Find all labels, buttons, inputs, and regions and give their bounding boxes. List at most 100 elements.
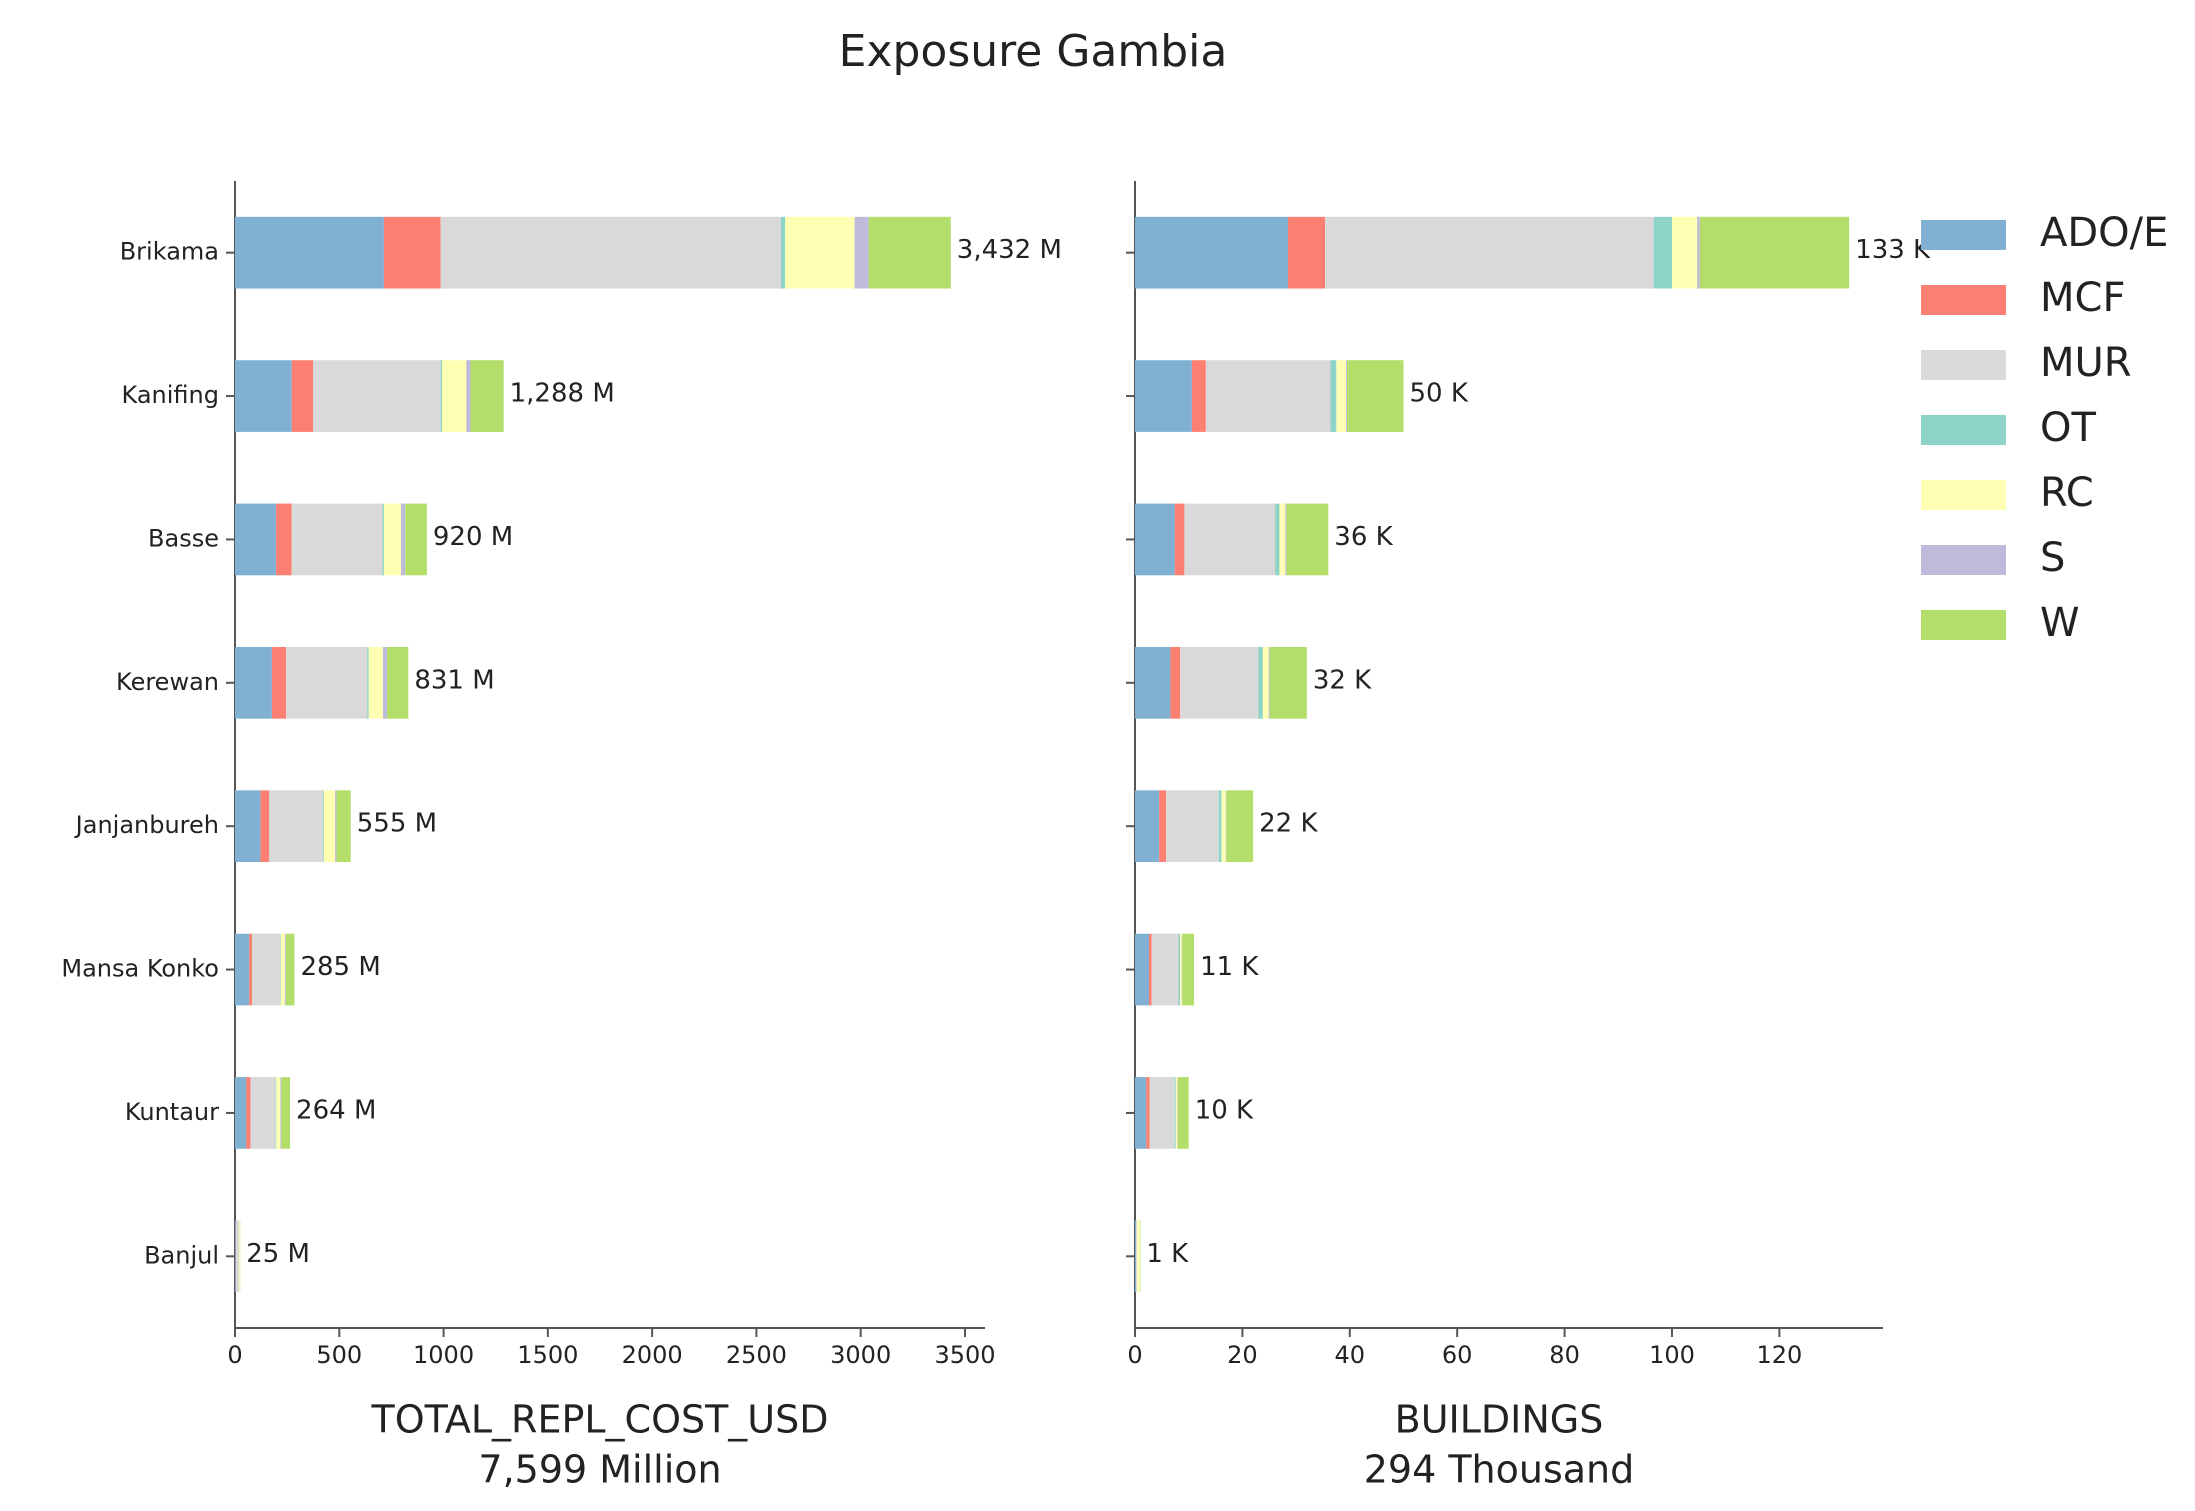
x-tick-label: 2000 bbox=[622, 1341, 683, 1369]
bar-segment bbox=[249, 933, 253, 1006]
bar-segment bbox=[1262, 646, 1269, 719]
bar-segment bbox=[1184, 503, 1276, 576]
bar-segment bbox=[235, 933, 250, 1006]
bar-segment bbox=[868, 216, 951, 289]
total-label: 25 M bbox=[246, 1239, 310, 1269]
bar-segment bbox=[1225, 790, 1227, 863]
total-label: 32 K bbox=[1313, 665, 1372, 695]
total-label: 285 M bbox=[300, 952, 380, 982]
x-tick-label: 80 bbox=[1549, 1341, 1580, 1369]
total-label: 920 M bbox=[433, 522, 513, 552]
bar-segment bbox=[367, 646, 369, 719]
bar-segment bbox=[1671, 216, 1698, 289]
x-tick-label: 60 bbox=[1442, 1341, 1473, 1369]
total-label: 36 K bbox=[1334, 522, 1393, 552]
bar-segment bbox=[1275, 503, 1280, 576]
bar-segment bbox=[1151, 933, 1179, 1006]
bar-segment bbox=[291, 503, 383, 576]
bar-segment bbox=[291, 360, 314, 432]
x-axis-label: 7,599 Million bbox=[478, 1448, 721, 1492]
bar-segment bbox=[276, 503, 292, 576]
bar-segment bbox=[383, 216, 441, 289]
bar-segment bbox=[466, 360, 471, 432]
x-tick-label: 120 bbox=[1756, 1341, 1802, 1369]
bar-segment bbox=[235, 360, 292, 432]
legend-swatch bbox=[1921, 350, 2006, 380]
x-tick-label: 3500 bbox=[934, 1341, 995, 1369]
bar-segment bbox=[235, 646, 272, 719]
bar-segment bbox=[785, 216, 855, 289]
bar-segment bbox=[368, 646, 383, 719]
y-tick-label: Kanifing bbox=[122, 381, 219, 409]
bar-segment bbox=[239, 1220, 241, 1293]
y-tick-label: Kuntaur bbox=[125, 1098, 219, 1126]
bar-segment bbox=[1288, 216, 1326, 289]
bar-segment bbox=[1181, 933, 1183, 1006]
legend-swatch bbox=[1921, 480, 2006, 510]
bar-segment bbox=[1135, 503, 1175, 576]
bar-segment bbox=[387, 646, 409, 719]
total-label: 1 K bbox=[1146, 1239, 1189, 1269]
bar-segment bbox=[285, 933, 295, 1006]
bar-segment bbox=[442, 360, 467, 432]
bar-segment bbox=[1180, 933, 1182, 1006]
bar-segment bbox=[1135, 216, 1289, 289]
x-tick-label: 1000 bbox=[413, 1341, 474, 1369]
bar-segment bbox=[1699, 216, 1850, 289]
bar-segment bbox=[1285, 503, 1287, 576]
total-label: 555 M bbox=[357, 809, 437, 839]
bar-segment bbox=[268, 790, 323, 863]
bar-segment bbox=[1286, 503, 1329, 576]
bar-segment bbox=[336, 790, 351, 863]
bar-segment bbox=[470, 360, 504, 432]
x-tick-label: 500 bbox=[316, 1341, 362, 1369]
total-label: 22 K bbox=[1259, 809, 1318, 839]
y-tick-label: Basse bbox=[148, 524, 219, 552]
bar-segment bbox=[1135, 360, 1192, 432]
bar-segment bbox=[1226, 790, 1254, 863]
bar-segment bbox=[1135, 790, 1160, 863]
bar-segment bbox=[1653, 216, 1672, 289]
bar-segment bbox=[276, 1077, 281, 1149]
total-label: 10 K bbox=[1195, 1095, 1254, 1125]
bar-segment bbox=[1191, 360, 1206, 432]
bar-segment bbox=[1218, 790, 1222, 863]
bar-segment bbox=[401, 503, 406, 576]
bar-segment bbox=[1269, 646, 1307, 719]
bar-segment bbox=[280, 1077, 282, 1149]
bar-segment bbox=[382, 503, 384, 576]
x-axis-label: TOTAL_REPL_COST_USD bbox=[370, 1398, 828, 1442]
x-tick-label: 100 bbox=[1649, 1341, 1695, 1369]
bar-segment bbox=[1159, 790, 1167, 863]
bar-segment bbox=[1182, 933, 1195, 1006]
bar-segment bbox=[440, 216, 782, 289]
bar-segment bbox=[1180, 646, 1259, 719]
bar-segment bbox=[1258, 646, 1263, 719]
legend-label: RC bbox=[2040, 470, 2094, 516]
bar-segment bbox=[1146, 1077, 1150, 1149]
x-tick-label: 20 bbox=[1227, 1341, 1258, 1369]
bar-segment bbox=[1346, 360, 1348, 432]
bar-segment bbox=[1697, 216, 1700, 289]
x-axis-label: 294 Thousand bbox=[1364, 1448, 1635, 1492]
y-tick-label: Kerewan bbox=[116, 668, 219, 696]
bar-segment bbox=[1325, 216, 1654, 289]
bar-segment bbox=[1205, 360, 1331, 432]
bar-segment bbox=[1139, 1220, 1141, 1293]
bar-segment bbox=[271, 646, 287, 719]
total-label: 50 K bbox=[1409, 379, 1468, 409]
legend-label: OT bbox=[2040, 405, 2096, 451]
x-axis-label: BUILDINGS bbox=[1395, 1398, 1604, 1442]
bar-segment bbox=[1170, 646, 1181, 719]
bar-segment bbox=[284, 933, 286, 1006]
bar-segment bbox=[1279, 503, 1286, 576]
bar-segment bbox=[275, 1077, 277, 1149]
total-label: 133 K bbox=[1855, 235, 1931, 265]
bar-segment bbox=[1347, 360, 1404, 432]
legend-swatch bbox=[1921, 610, 2006, 640]
total-label: 1,288 M bbox=[510, 379, 615, 409]
bar-segment bbox=[252, 933, 281, 1006]
bar-segment bbox=[281, 1077, 291, 1149]
bar-segment bbox=[405, 503, 427, 576]
